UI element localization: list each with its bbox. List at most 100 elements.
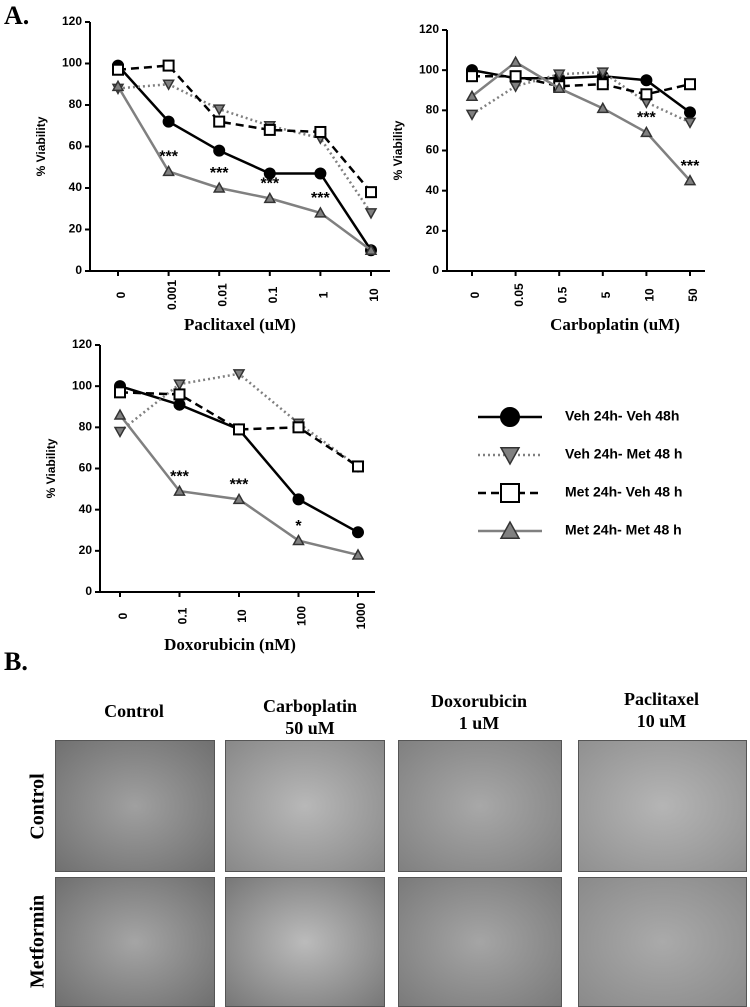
marker — [232, 492, 246, 505]
significance: *** — [681, 158, 700, 175]
series-line — [119, 391, 359, 468]
y-tick-label: 80 — [79, 420, 93, 434]
marker — [683, 174, 697, 186]
legend-label: Met 24h- Met 48 h — [565, 522, 682, 538]
x-tick-label: 0.5 — [555, 286, 569, 303]
y-axis-label: % Viability — [391, 120, 405, 180]
x-tick-label: 10 — [367, 288, 381, 302]
marker — [499, 520, 521, 539]
y-axis-label: % Viability — [34, 116, 48, 176]
y-tick-label: 100 — [72, 378, 92, 392]
marker — [552, 69, 566, 81]
marker — [640, 74, 653, 87]
x-tick-label: 0.1 — [266, 286, 280, 303]
y-tick-label: 120 — [72, 337, 92, 351]
y-tick-label: 60 — [426, 143, 440, 157]
marker — [113, 426, 127, 438]
y-tick-label: 40 — [426, 183, 440, 197]
y-tick-label: 0 — [75, 263, 82, 277]
x-tick-label: 5 — [599, 291, 613, 298]
marker — [365, 186, 377, 199]
marker — [173, 484, 186, 496]
column-label: Carboplatin 50 uM — [262, 696, 358, 738]
significance: *** — [170, 468, 189, 485]
marker — [684, 106, 696, 119]
significance: *** — [159, 149, 178, 166]
row-label: Metformin — [26, 894, 49, 989]
marker — [213, 144, 226, 157]
marker — [683, 117, 697, 129]
micrograph — [225, 740, 385, 872]
y-tick-label: 40 — [79, 502, 93, 516]
marker — [292, 533, 305, 546]
micrograph — [398, 740, 562, 872]
marker — [112, 63, 124, 76]
marker — [233, 423, 245, 436]
x-tick-label: 100 — [295, 606, 309, 626]
x-axis-label: Doxorubicin (nM) — [164, 635, 296, 654]
marker — [509, 70, 522, 83]
marker — [314, 125, 327, 138]
y-tick-label: 0 — [85, 584, 92, 598]
marker — [352, 460, 364, 473]
marker — [212, 104, 226, 116]
marker — [111, 79, 125, 92]
x-tick-label: 1000 — [354, 602, 368, 629]
series-line — [119, 372, 359, 468]
y-tick-label: 120 — [62, 14, 82, 28]
series-line — [117, 64, 373, 251]
significance: *** — [230, 477, 249, 494]
y-tick-label: 80 — [426, 103, 440, 117]
marker — [114, 386, 126, 399]
x-tick-label: 0.05 — [512, 283, 526, 307]
marker — [552, 81, 566, 93]
y-tick-label: 20 — [79, 543, 93, 557]
micrograph — [55, 877, 215, 1007]
y-tick-label: 80 — [69, 97, 83, 111]
x-tick-label: 0.001 — [165, 280, 179, 310]
series-line — [472, 74, 691, 96]
micrograph — [398, 877, 562, 1007]
marker — [465, 89, 479, 102]
column-label: Paclitaxel 10 uM — [624, 689, 699, 731]
legend-label: Veh 24h- Veh 48h — [565, 408, 679, 424]
y-tick-label: 60 — [69, 139, 83, 153]
marker — [364, 208, 378, 220]
y-tick-label: 100 — [419, 62, 439, 76]
marker — [213, 115, 226, 128]
marker — [465, 109, 479, 121]
marker — [684, 78, 696, 91]
x-tick-label: 50 — [686, 288, 700, 302]
x-tick-label: 0 — [114, 291, 128, 298]
significance: *** — [260, 176, 279, 193]
marker — [314, 206, 327, 218]
row-label: Control — [26, 773, 49, 840]
x-axis-label: Carboplatin (uM) — [550, 315, 680, 334]
marker — [640, 125, 653, 138]
marker — [499, 447, 521, 466]
marker — [212, 181, 226, 193]
marker — [596, 67, 610, 79]
marker — [263, 191, 277, 204]
significance: *** — [637, 110, 656, 127]
legend-label: Veh 24h- Met 48 h — [565, 446, 682, 462]
series-line — [117, 64, 372, 193]
x-tick-label: 1 — [317, 291, 331, 298]
y-tick-label: 20 — [69, 222, 83, 236]
micrograph — [55, 740, 215, 872]
marker — [509, 81, 522, 93]
marker — [263, 167, 276, 180]
series-line — [471, 60, 691, 182]
marker — [364, 243, 378, 255]
marker — [500, 483, 520, 503]
micrograph — [578, 877, 747, 1007]
x-tick-label: 0 — [468, 291, 482, 298]
y-tick-label: 120 — [419, 22, 439, 36]
x-tick-label: 0.01 — [215, 283, 229, 307]
x-tick-label: 10 — [235, 609, 249, 623]
series-line — [471, 68, 691, 114]
marker — [292, 421, 305, 434]
marker — [640, 88, 653, 101]
